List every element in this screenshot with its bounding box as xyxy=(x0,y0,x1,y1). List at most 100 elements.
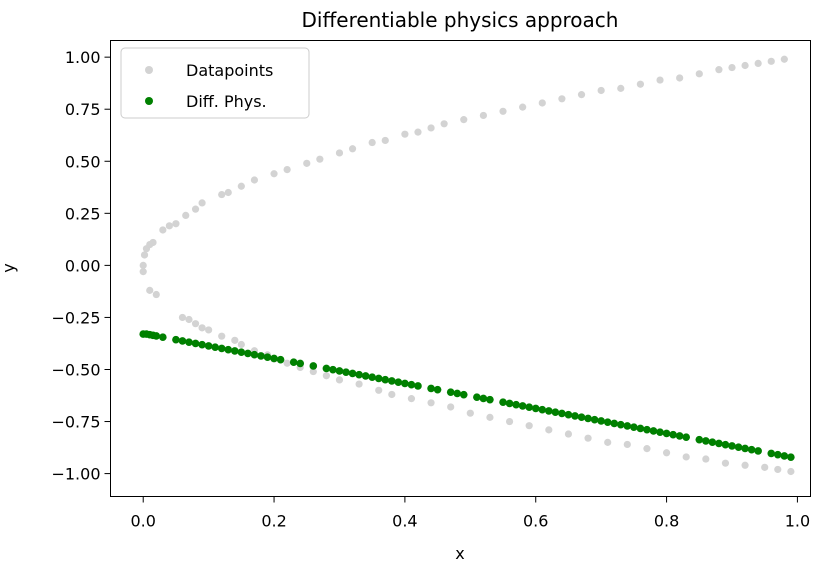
point-datapoints-29 xyxy=(440,120,448,128)
point-diff-phys-78 xyxy=(695,435,704,444)
y-tick-label: −0.25 xyxy=(51,308,100,327)
point-datapoints-37 xyxy=(597,86,605,95)
point-datapoints-26 xyxy=(401,130,409,138)
y-axis: 1.00 0.75 0.50 0.25 0.00 −0.25 −0.50 −0.75 −1.00 xyxy=(51,48,111,484)
point-datapoints-27 xyxy=(414,128,422,136)
point-diff-phys-87 xyxy=(754,447,762,455)
x-axis-label: x xyxy=(455,544,464,563)
point-diff-phys-81 xyxy=(715,439,723,448)
point-datapoints-31 xyxy=(479,111,487,120)
point-datapoints-70 xyxy=(447,403,455,411)
point-datapoints-36 xyxy=(577,91,586,99)
point-datapoints-83 xyxy=(702,455,710,463)
point-datapoints-15 xyxy=(224,188,232,197)
point-diff-phys-67 xyxy=(616,420,625,429)
point-datapoints-80 xyxy=(643,445,651,453)
point-datapoints-82 xyxy=(682,453,690,461)
point-diff-phys-84 xyxy=(734,443,743,451)
point-diff-phys-17 xyxy=(244,349,252,358)
point-datapoints-10 xyxy=(172,220,180,228)
point-diff-phys-41 xyxy=(427,384,435,393)
x-tick-label: 0.2 xyxy=(261,512,286,531)
point-diff-phys-11 xyxy=(204,342,213,350)
point-diff-phys-69 xyxy=(630,423,638,431)
point-diff-phys-25 xyxy=(309,362,318,370)
point-datapoints-5 xyxy=(149,238,157,247)
point-datapoints-33 xyxy=(519,103,527,111)
point-diff-phys-36 xyxy=(388,377,396,385)
point-diff-phys-70 xyxy=(636,424,645,433)
point-datapoints-76 xyxy=(564,430,573,438)
point-diff-phys-54 xyxy=(531,404,540,413)
point-datapoints-78 xyxy=(604,438,612,446)
point-diff-phys-15 xyxy=(231,347,239,355)
point-diff-phys-51 xyxy=(512,400,520,409)
point-datapoints-75 xyxy=(545,426,553,434)
point-diff-phys-33 xyxy=(368,373,376,381)
y-tick-label: −0.75 xyxy=(51,413,100,432)
point-datapoints-24 xyxy=(368,138,376,147)
point-diff-phys-89 xyxy=(773,450,782,459)
point-diff-phys-58 xyxy=(558,409,566,418)
point-datapoints-65 xyxy=(355,380,363,388)
y-tick-label: 1.00 xyxy=(65,48,101,67)
point-datapoints-18 xyxy=(270,170,278,178)
point-datapoints-56 xyxy=(237,340,245,349)
point-diff-phys-6 xyxy=(172,335,180,344)
point-diff-phys-27 xyxy=(329,365,337,374)
y-tick-label: 0.00 xyxy=(65,256,101,275)
point-diff-phys-10 xyxy=(198,340,206,349)
point-datapoints-41 xyxy=(676,74,684,82)
point-diff-phys-32 xyxy=(361,372,370,380)
point-diff-phys-8 xyxy=(185,338,193,347)
point-diff-phys-80 xyxy=(708,438,717,446)
x-tick-label: 0.6 xyxy=(523,512,548,531)
point-datapoints-14 xyxy=(218,190,226,199)
point-datapoints-39 xyxy=(636,80,645,88)
point-diff-phys-5 xyxy=(159,333,167,342)
point-datapoints-50 xyxy=(185,315,193,324)
point-diff-phys-34 xyxy=(374,374,383,383)
point-datapoints-55 xyxy=(231,336,239,344)
y-tick-label: 0.50 xyxy=(65,152,101,171)
point-diff-phys-75 xyxy=(669,430,677,439)
point-datapoints-38 xyxy=(617,84,625,92)
point-diff-phys-64 xyxy=(597,417,605,425)
point-datapoints-23 xyxy=(348,145,357,153)
point-datapoints-30 xyxy=(460,116,468,124)
point-diff-phys-21 xyxy=(270,354,278,363)
point-datapoints-34 xyxy=(538,99,546,107)
point-diff-phys-39 xyxy=(407,380,416,389)
point-diff-phys-59 xyxy=(564,410,573,419)
point-datapoints-62 xyxy=(309,367,317,376)
chart-title: Differentiable physics approach xyxy=(302,8,619,32)
point-datapoints-87 xyxy=(774,465,782,474)
legend-marker-datapoints xyxy=(145,66,153,74)
point-diff-phys-60 xyxy=(571,412,579,420)
point-datapoints-2 xyxy=(140,251,149,259)
point-datapoints-8 xyxy=(159,226,167,234)
point-diff-phys-13 xyxy=(217,344,226,353)
point-diff-phys-45 xyxy=(459,390,468,399)
point-diff-phys-29 xyxy=(342,368,350,376)
point-datapoints-42 xyxy=(695,70,703,78)
point-datapoints-69 xyxy=(427,399,435,407)
point-diff-phys-30 xyxy=(348,369,357,378)
plot-frame xyxy=(110,40,811,497)
point-diff-phys-50 xyxy=(505,399,514,408)
y-tick-label: 0.25 xyxy=(65,204,101,223)
point-diff-phys-56 xyxy=(545,407,553,415)
point-diff-phys-44 xyxy=(453,389,462,398)
point-diff-phys-38 xyxy=(401,379,409,388)
point-diff-phys-24 xyxy=(296,359,305,368)
point-datapoints-25 xyxy=(381,136,389,145)
point-datapoints-16 xyxy=(237,182,245,190)
point-datapoints-20 xyxy=(303,159,311,167)
point-datapoints-44 xyxy=(728,63,736,72)
point-diff-phys-66 xyxy=(610,419,619,428)
point-diff-phys-76 xyxy=(675,432,684,440)
point-diff-phys-62 xyxy=(584,414,592,423)
points-layer xyxy=(139,55,795,476)
point-datapoints-11 xyxy=(182,211,190,219)
point-diff-phys-20 xyxy=(263,353,272,362)
